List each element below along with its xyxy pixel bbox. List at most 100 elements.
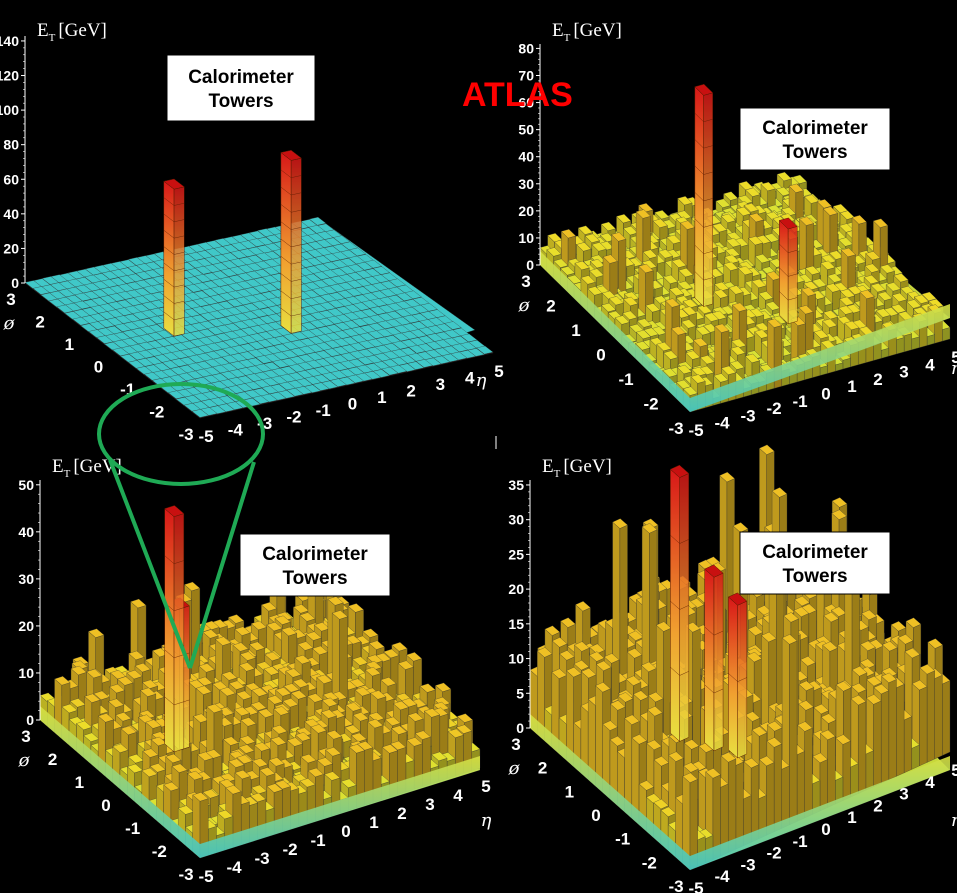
phi-tick-label: 3 bbox=[511, 735, 520, 754]
eta-tick-label: -4 bbox=[228, 421, 244, 440]
phi-tick-label: 1 bbox=[75, 773, 84, 792]
et-tick-label: 0 bbox=[526, 257, 534, 273]
atlas-logo-text: ATLAS bbox=[462, 76, 573, 114]
eta-tick-label: 1 bbox=[377, 388, 386, 407]
eta-tick-label: 4 bbox=[925, 355, 935, 374]
background-tower bbox=[72, 317, 90, 327]
eta-tick-label: 0 bbox=[341, 822, 350, 841]
eta-tick-label: 1 bbox=[847, 808, 856, 827]
title-line: Calorimeter bbox=[762, 118, 868, 139]
eta-tick-label: -5 bbox=[688, 879, 703, 893]
et-tick-label: 40 bbox=[518, 149, 534, 165]
eta-tick-label: 3 bbox=[425, 795, 434, 814]
eta-tick-label: -2 bbox=[766, 399, 781, 418]
phi-tick-label: 1 bbox=[571, 321, 580, 340]
phi-tick-label: -3 bbox=[178, 865, 193, 884]
et-axis: 0 20 40 60 80 100 120 140 ET[GeV] bbox=[0, 20, 107, 291]
eta-tick-label: 0 bbox=[348, 395, 357, 414]
phi-tick-label: -3 bbox=[668, 877, 683, 893]
eta-tick-label: -2 bbox=[766, 844, 781, 863]
peak-tower bbox=[163, 178, 185, 337]
phi-axis-title: ø bbox=[3, 313, 16, 334]
phi-tick-label: -2 bbox=[149, 403, 164, 422]
eta-tick-label: 3 bbox=[899, 363, 908, 382]
et-tick-label: 100 bbox=[0, 102, 19, 118]
phi-tick-label: 3 bbox=[21, 727, 30, 746]
panel-top-left: 020406080100120140ET[GeV]3210-1-2-3ø-5-4… bbox=[0, 20, 504, 446]
phi-tick-label: 0 bbox=[101, 796, 110, 815]
et-tick-label: 40 bbox=[18, 524, 34, 540]
et-axis-title: ET [GeV] bbox=[37, 20, 107, 44]
et-tick-label: 20 bbox=[3, 240, 19, 256]
phi-tick-label: 0 bbox=[94, 358, 103, 377]
eta-tick-label: 2 bbox=[873, 370, 882, 389]
eta-tick-label: -5 bbox=[198, 867, 213, 886]
eta-tick-label: -4 bbox=[714, 867, 730, 886]
phi-tick-label: 3 bbox=[6, 290, 15, 309]
et-tick-label: 15 bbox=[508, 616, 524, 632]
title-line: Calorimeter bbox=[262, 544, 368, 565]
title-line: Towers bbox=[782, 566, 847, 587]
phi-tick-label: -2 bbox=[642, 853, 657, 872]
et-tick-label: 0 bbox=[11, 275, 19, 291]
eta-tick-label: -1 bbox=[792, 392, 807, 411]
peak-tower bbox=[280, 150, 302, 334]
et-tick-label: 5 bbox=[516, 685, 524, 701]
et-tick-label: 80 bbox=[518, 40, 534, 56]
eta-tick-label: -1 bbox=[792, 832, 807, 851]
eta-axis-title: η bbox=[476, 370, 487, 391]
eta-tick-label: -5 bbox=[688, 421, 703, 440]
eta-tick-label: 5 bbox=[951, 761, 957, 780]
phi-tick-label: -1 bbox=[618, 370, 633, 389]
et-tick-label: 20 bbox=[508, 581, 524, 597]
phi-tick-label: 2 bbox=[35, 313, 44, 332]
eta-tick-label: -3 bbox=[740, 855, 755, 874]
phi-tick-label: 0 bbox=[596, 346, 605, 365]
eta-axis-title: η bbox=[951, 810, 957, 831]
phi-tick-label: 2 bbox=[546, 297, 555, 316]
eta-tick-label: -2 bbox=[286, 408, 301, 427]
calorimeter-towers-label: Calorimeter Towers bbox=[739, 531, 891, 595]
eta-tick-label: 5 bbox=[481, 777, 490, 796]
eta-tick-label: 4 bbox=[465, 369, 475, 388]
eta-tick-label: 2 bbox=[406, 382, 415, 401]
phi-tick-label: 1 bbox=[65, 335, 74, 354]
peak-tower bbox=[669, 464, 690, 742]
eta-axis-title: η bbox=[481, 810, 492, 831]
et-tick-label: 60 bbox=[3, 171, 19, 187]
et-tick-label: 20 bbox=[18, 618, 34, 634]
eta-tick-label: 1 bbox=[369, 813, 378, 832]
et-tick-label: 35 bbox=[508, 477, 524, 493]
eta-tick-label: 5 bbox=[494, 362, 503, 381]
title-line: Towers bbox=[208, 91, 273, 112]
et-tick-label: 0 bbox=[516, 720, 524, 736]
eta-tick-label: -1 bbox=[310, 831, 325, 850]
et-axis-title: ET [GeV] bbox=[552, 20, 622, 44]
eta-tick-label: 3 bbox=[436, 375, 445, 394]
et-tick-label: 10 bbox=[18, 665, 34, 681]
calorimeter-towers-label: Calorimeter Towers bbox=[239, 533, 391, 597]
eta-tick-label: 0 bbox=[821, 820, 830, 839]
eta-axis-title: η bbox=[951, 358, 957, 379]
eta-tick-label: 0 bbox=[821, 385, 830, 404]
phi-axis-title: ø bbox=[18, 750, 31, 771]
phi-tick-label: -1 bbox=[615, 830, 630, 849]
eta-tick-label: 2 bbox=[873, 796, 882, 815]
title-line: Towers bbox=[782, 142, 847, 163]
et-tick-label: 10 bbox=[508, 651, 524, 667]
phi-tick-label: 2 bbox=[48, 750, 57, 769]
eta-tick-label: -4 bbox=[714, 414, 730, 433]
peak-tower bbox=[727, 592, 748, 759]
eta-tick-label: -5 bbox=[198, 427, 213, 446]
et-tick-label: 30 bbox=[508, 512, 524, 528]
et-tick-label: 50 bbox=[518, 122, 534, 138]
peak-tower bbox=[704, 564, 724, 752]
et-tick-label: 40 bbox=[3, 206, 19, 222]
phi-tick-label: 3 bbox=[521, 272, 530, 291]
eta-tick-label: -3 bbox=[254, 849, 269, 868]
et-tick-label: 30 bbox=[18, 571, 34, 587]
et-tick-label: 50 bbox=[18, 477, 34, 493]
eta-tick-label: -4 bbox=[226, 858, 242, 877]
